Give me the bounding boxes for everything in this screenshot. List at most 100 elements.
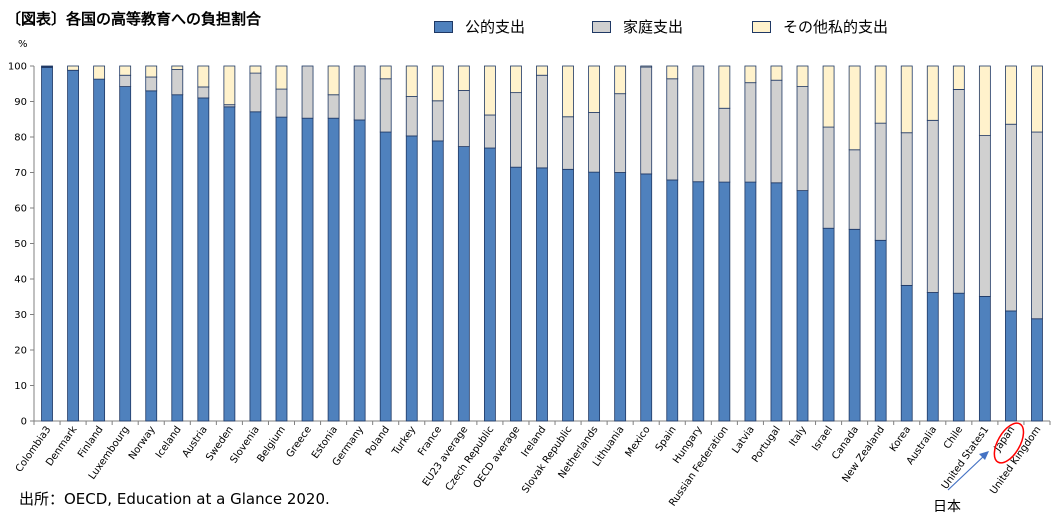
bar-segment bbox=[510, 166, 522, 422]
x-tick-label: Turkey bbox=[390, 424, 418, 458]
bar-segment bbox=[952, 65, 965, 90]
bar-segment bbox=[614, 65, 627, 95]
bar-segment bbox=[41, 67, 53, 422]
bar-segment bbox=[223, 65, 236, 106]
x-tick-label: Spain bbox=[654, 424, 679, 453]
bar-segment bbox=[874, 122, 887, 241]
bar-segment bbox=[171, 69, 184, 96]
bar-segment bbox=[536, 65, 548, 76]
bar-segment bbox=[197, 97, 210, 422]
bar-segment bbox=[848, 149, 861, 230]
bar-segment bbox=[1005, 65, 1017, 125]
y-tick-label: 20 bbox=[14, 346, 27, 357]
bar-segment bbox=[536, 167, 548, 422]
legend-label-other: その他私的支出 bbox=[783, 18, 889, 36]
y-axis-unit: % bbox=[18, 39, 28, 50]
x-tick-label: Poland bbox=[364, 424, 392, 458]
bar-segment bbox=[874, 65, 887, 124]
bar-segment bbox=[718, 107, 731, 183]
bar-segment bbox=[562, 168, 574, 422]
y-tick-label: 40 bbox=[14, 275, 27, 286]
bar-segment bbox=[1031, 318, 1043, 422]
bar-segment bbox=[822, 65, 835, 128]
bar-segment bbox=[926, 119, 939, 293]
bar-segment bbox=[692, 181, 705, 422]
y-tick-label: 10 bbox=[14, 381, 27, 392]
bar-segment bbox=[119, 86, 132, 422]
bar-segment bbox=[978, 135, 991, 297]
bar-segment bbox=[197, 86, 210, 99]
bar-segment bbox=[874, 239, 887, 422]
bar-segment bbox=[301, 117, 314, 422]
bar-segment bbox=[223, 106, 236, 422]
bar-segment bbox=[588, 65, 601, 113]
bar-segment bbox=[197, 65, 210, 88]
bar-segment bbox=[666, 179, 679, 422]
bar-segment bbox=[431, 140, 444, 422]
bar-segment bbox=[692, 65, 705, 183]
y-tick-label: 60 bbox=[14, 204, 27, 215]
bar-segment bbox=[900, 65, 913, 134]
bar-segment bbox=[666, 65, 679, 80]
bar-segment bbox=[249, 72, 262, 113]
bar-segment bbox=[744, 65, 757, 84]
bar-segment bbox=[926, 292, 939, 422]
bar-segment bbox=[483, 114, 496, 149]
bar-segment bbox=[379, 78, 392, 133]
bar-segment bbox=[510, 92, 522, 168]
bar-segment bbox=[926, 65, 939, 121]
bar-segment bbox=[405, 65, 418, 97]
bar-segment bbox=[145, 90, 158, 422]
bar-segment bbox=[562, 65, 574, 118]
bar-segment bbox=[171, 65, 184, 70]
bar-segment bbox=[93, 78, 106, 422]
bar-segment bbox=[822, 126, 835, 229]
bar-segment bbox=[171, 94, 184, 422]
bar-segment bbox=[431, 100, 444, 142]
bar-segment bbox=[457, 90, 470, 147]
bar-segment bbox=[275, 116, 288, 422]
legend-label-household: 家庭支出 bbox=[623, 18, 684, 36]
bar-segment bbox=[1005, 123, 1017, 312]
legend-swatch-household bbox=[592, 20, 611, 33]
bar-segment bbox=[952, 89, 965, 294]
bar-segment bbox=[353, 65, 366, 121]
japan-arrow-head bbox=[979, 451, 989, 460]
legend-item-public: 公的支出 bbox=[434, 16, 525, 37]
bar-segment bbox=[822, 227, 835, 422]
legend-swatch-other bbox=[752, 20, 771, 33]
bar-segment bbox=[614, 93, 627, 173]
bar-segment bbox=[327, 117, 340, 422]
bar-segment bbox=[640, 66, 653, 175]
bar-segment bbox=[145, 76, 158, 92]
bar-segment bbox=[796, 190, 809, 422]
x-tick-label: France bbox=[416, 424, 444, 458]
source-note: 出所：OECD, Education at a Glance 2020. bbox=[19, 490, 330, 508]
bar-segment bbox=[67, 69, 79, 422]
bar-segment bbox=[1031, 131, 1043, 320]
bar-segment bbox=[666, 78, 679, 181]
bar-segment bbox=[770, 65, 783, 81]
bar-segment bbox=[405, 135, 418, 422]
bar-segment bbox=[67, 65, 79, 71]
x-tick-label: Mexico bbox=[624, 424, 653, 459]
bar-segment bbox=[718, 65, 731, 109]
bar-segment bbox=[770, 79, 783, 184]
bar-segment bbox=[327, 94, 340, 119]
bar-segment bbox=[379, 65, 392, 80]
bar-segment bbox=[41, 65, 53, 68]
chart-title: 〔図表〕各国の高等教育への負担割合 bbox=[6, 10, 262, 28]
bar-segment bbox=[978, 65, 991, 136]
y-tick-label: 70 bbox=[14, 168, 27, 179]
bar-segment bbox=[301, 65, 314, 119]
x-tick-label: OECD average bbox=[472, 424, 523, 490]
bar-segment bbox=[483, 147, 496, 422]
x-tick-label: Colombia3 bbox=[14, 424, 54, 474]
x-tick-label: Latvia bbox=[730, 424, 756, 455]
bar-segment bbox=[900, 132, 913, 286]
legend-item-household: 家庭支出 bbox=[592, 16, 683, 37]
y-tick-label: 0 bbox=[21, 417, 27, 428]
y-tick-label: 80 bbox=[14, 133, 27, 144]
x-tick-label: Korea bbox=[888, 424, 913, 454]
